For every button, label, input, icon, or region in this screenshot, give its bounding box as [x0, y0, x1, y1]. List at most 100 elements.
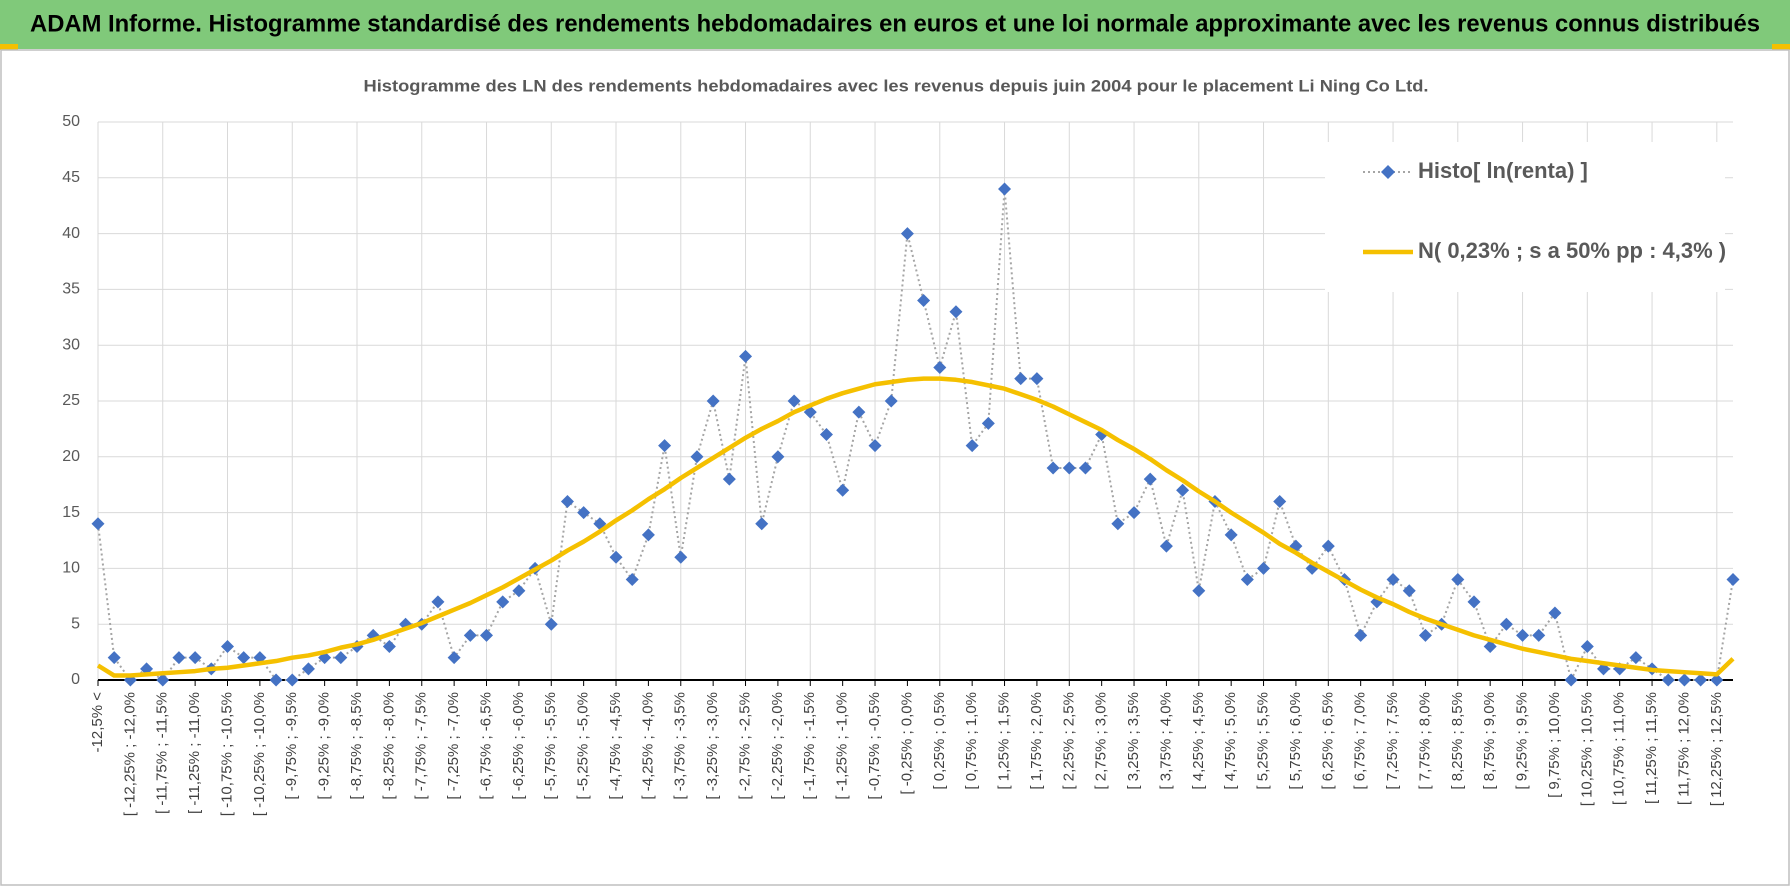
- data-point: [1273, 494, 1287, 508]
- data-point: [625, 573, 639, 587]
- x-tick-label: [ -8,25% ; -8,0%: [380, 692, 397, 800]
- x-tick-label: [ -4,75% ; -4,5%: [607, 692, 624, 800]
- data-point: [107, 651, 121, 665]
- data-point: [1354, 628, 1368, 642]
- data-point: [1159, 539, 1173, 553]
- data-point: [755, 517, 769, 531]
- x-tick-label: [ -10,75% ; -10,5%: [218, 692, 235, 816]
- data-point: [771, 450, 785, 464]
- x-tick-label: [ -11,75% ; -11,5%: [154, 692, 171, 814]
- data-point: [674, 550, 688, 564]
- data-point: [1483, 640, 1497, 654]
- data-point: [480, 628, 494, 642]
- data-point: [933, 361, 947, 375]
- x-tick-label: [ 7,25% ; 7,5%: [1384, 692, 1401, 790]
- x-tick-label: -12,5% <: [89, 692, 106, 753]
- data-point: [431, 595, 445, 609]
- data-point: [91, 517, 105, 531]
- data-point: [269, 673, 283, 687]
- data-point: [334, 651, 348, 665]
- legend-label: N( 0,23% ; s a 50% pp : 4,3% ): [1418, 238, 1726, 263]
- data-point: [1548, 606, 1562, 620]
- y-tick-label: 30: [62, 336, 80, 353]
- x-tick-label: [ 10,25% ; 10,5%: [1578, 692, 1595, 806]
- data-point: [1467, 595, 1481, 609]
- data-point: [1030, 372, 1044, 386]
- x-tick-label: [ 5,25% ; 5,5%: [1255, 692, 1272, 790]
- data-point: [1580, 640, 1594, 654]
- data-point: [819, 427, 833, 441]
- data-point: [998, 182, 1012, 196]
- x-tick-label: [ 8,25% ; 8,5%: [1449, 692, 1466, 790]
- data-point: [1710, 673, 1724, 687]
- x-tick-label: [ -1,25% ; -1,0%: [834, 692, 851, 800]
- x-tick-label: [ -9,75% ; -9,5%: [283, 692, 300, 800]
- data-point: [981, 416, 995, 430]
- x-tick-label: [ 5,75% ; 6,0%: [1287, 692, 1304, 790]
- data-point: [836, 483, 850, 497]
- data-point: [1127, 506, 1141, 520]
- x-tick-label: [ 11,75% ; 12,0%: [1675, 692, 1692, 805]
- data-point: [1321, 539, 1335, 553]
- x-tick-label: [ -10,25% ; -10,0%: [251, 692, 268, 816]
- data-point: [1677, 673, 1691, 687]
- data-point: [787, 394, 801, 408]
- y-tick-label: 50: [62, 113, 80, 130]
- data-point: [884, 394, 898, 408]
- data-point: [852, 405, 866, 419]
- data-point: [172, 651, 186, 665]
- data-point: [1078, 461, 1092, 475]
- chart-border: [0, 49, 1790, 886]
- x-tick-label: [ 11,25% ; 11,5%: [1643, 692, 1660, 804]
- legend-label: Histo[ ln(renta) ]: [1418, 158, 1588, 183]
- data-point: [1402, 584, 1416, 598]
- data-point: [1014, 372, 1028, 386]
- data-point: [1176, 483, 1190, 497]
- x-tick-label: [ -3,25% ; -3,0%: [704, 692, 721, 800]
- x-tick-label: [ 3,25% ; 3,5%: [1125, 692, 1142, 790]
- data-point: [1143, 472, 1157, 486]
- data-point: [658, 439, 672, 453]
- data-point: [949, 305, 963, 319]
- data-point: [1661, 673, 1675, 687]
- y-tick-label: 20: [62, 448, 80, 465]
- x-tick-label: [ 6,75% ; 7,0%: [1352, 692, 1369, 790]
- legend-box: [1325, 142, 1725, 292]
- data-point: [156, 673, 170, 687]
- x-tick-label: [ -5,75% ; -5,5%: [542, 692, 559, 800]
- data-point: [544, 617, 558, 631]
- legend-marker: [1381, 165, 1395, 179]
- x-tick-label: [ 6,25% ; 6,5%: [1319, 692, 1336, 790]
- x-tick-label: [ 7,75% ; 8,0%: [1416, 692, 1433, 790]
- corner-mark: [1772, 44, 1790, 50]
- x-tick-label: [ -1,75% ; -1,5%: [801, 692, 818, 800]
- data-point: [1694, 673, 1708, 687]
- data-point: [1516, 628, 1530, 642]
- data-point: [900, 227, 914, 241]
- page-title: ADAM Informe. Histogramme standardisé de…: [30, 10, 1760, 37]
- data-point: [706, 394, 720, 408]
- data-point: [1451, 573, 1465, 587]
- y-tick-label: 0: [71, 671, 80, 688]
- x-tick-label: [ -5,25% ; -5,0%: [575, 692, 592, 800]
- y-tick-label: 40: [62, 225, 80, 242]
- data-point: [868, 439, 882, 453]
- data-point: [285, 673, 299, 687]
- x-tick-label: [ -12,25% ; -12,0%: [121, 692, 138, 816]
- x-tick-label: [ -11,25% ; -11,0%: [186, 692, 203, 814]
- series-line: [96, 376, 1735, 678]
- x-tick-label: [ -9,25% ; -9,0%: [316, 692, 333, 800]
- x-tick-label: [ 12,25% ; 12,5%: [1708, 692, 1725, 806]
- data-point: [1240, 573, 1254, 587]
- x-tick-label: [ 2,25% ; 2,5%: [1060, 692, 1077, 790]
- data-point: [496, 595, 510, 609]
- x-tick-label: [ -4,25% ; -4,0%: [639, 692, 656, 800]
- data-point: [1257, 561, 1271, 575]
- data-point: [221, 640, 235, 654]
- x-tick-label: [ 4,25% ; 4,5%: [1190, 692, 1207, 790]
- y-tick-label: 35: [62, 281, 80, 298]
- x-tick-label: [ -6,25% ; -6,0%: [510, 692, 527, 800]
- x-tick-label: [ -3,75% ; -3,5%: [672, 692, 689, 800]
- data-point: [1499, 617, 1513, 631]
